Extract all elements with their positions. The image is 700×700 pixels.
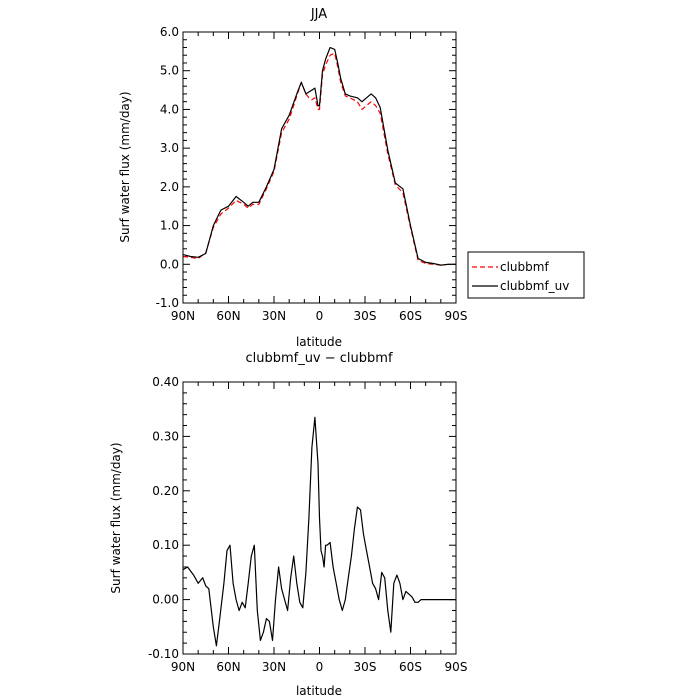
x-tick-labels: 90N 60N 30N 0 30S 60S 90S [171, 309, 468, 323]
x-tick-label: 90S [445, 660, 468, 674]
x-tick-label: 90N [171, 660, 195, 674]
x-tick-label: 60S [399, 660, 422, 674]
x-tick-label: 60N [216, 660, 240, 674]
x-tick-label: 90S [445, 309, 468, 323]
y-tick-label: 0.10 [152, 538, 179, 552]
x-tick-label: 30N [262, 309, 286, 323]
x-axis-label: latitude [296, 684, 342, 698]
y-tick-label: 3.0 [160, 141, 179, 155]
y-tick-label: 4.0 [160, 102, 179, 116]
y-axis-label: Surf water flux (mm/day) [109, 442, 123, 593]
y-tick-labels: -0.10 0.00 0.10 0.20 0.30 0.40 [148, 375, 179, 661]
chart-title: JJA [310, 7, 327, 22]
x-tick-label: 60S [399, 309, 422, 323]
x-axis-label: latitude [296, 335, 342, 349]
series-group [182, 416, 456, 647]
series-line-difference [182, 416, 456, 647]
y-tick-label: 6.0 [160, 25, 179, 39]
y-tick-label: -1.0 [156, 296, 179, 310]
x-tick-label: 0 [316, 660, 324, 674]
chart-panel-top: JJA -1.0 0.0 1.0 2.0 3.0 4.0 5.0 6.0 90N 60N 30N 0… [118, 7, 585, 349]
chart-panel-bottom: clubbmf_uv − clubbmf -0.10 0.00 0.10 0.20 0.… [109, 351, 467, 698]
y-tick-label: 0.00 [152, 593, 179, 607]
x-tick-label: 30S [354, 309, 377, 323]
y-tick-label: -0.10 [148, 647, 179, 661]
tick-marks [182, 31, 457, 304]
x-tick-label: 90N [171, 309, 195, 323]
y-axis-label: Surf water flux (mm/day) [118, 91, 132, 242]
plot-frame [182, 31, 457, 304]
y-tick-label: 2.0 [160, 180, 179, 194]
x-tick-label: 30N [262, 660, 286, 674]
y-tick-labels: -1.0 0.0 1.0 2.0 3.0 4.0 5.0 6.0 [156, 25, 179, 310]
series-line-clubbmf-uv [182, 46, 456, 266]
plot-frame [182, 381, 457, 655]
x-tick-label: 0 [316, 309, 324, 323]
x-tick-label: 60N [216, 309, 240, 323]
y-tick-label: 0.0 [160, 257, 179, 271]
y-tick-label: 0.30 [152, 429, 179, 443]
chart-title: clubbmf_uv − clubbmf [245, 351, 392, 366]
legend-label-clubbmf-uv: clubbmf_uv [500, 279, 569, 293]
x-tick-labels: 90N 60N 30N 0 30S 60S 90S [171, 660, 468, 674]
tick-marks [182, 381, 457, 655]
y-tick-label: 5.0 [160, 64, 179, 78]
y-tick-label: 0.40 [152, 375, 179, 389]
y-tick-label: 1.0 [160, 219, 179, 233]
legend-label-clubbmf: clubbmf [500, 260, 549, 274]
series-line-clubbmf [182, 52, 456, 266]
x-tick-label: 30S [354, 660, 377, 674]
legend-box [467, 251, 585, 299]
legend: clubbmf clubbmf_uv [467, 251, 585, 299]
y-tick-label: 0.20 [152, 484, 179, 498]
series-group [182, 46, 456, 266]
